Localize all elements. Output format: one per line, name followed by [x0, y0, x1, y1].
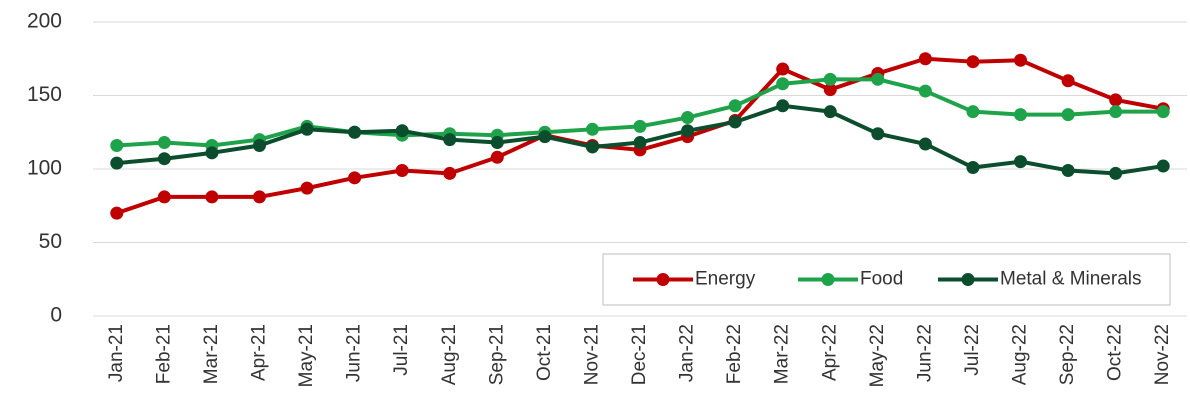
data-point [443, 133, 457, 147]
data-point [966, 55, 980, 69]
x-tick-label: Feb-21 [153, 324, 174, 384]
data-point [918, 84, 932, 98]
data-point [1014, 53, 1028, 67]
x-tick-label: Jun-22 [914, 324, 935, 382]
x-tick-label: Jan-22 [677, 324, 698, 382]
data-point [871, 127, 885, 141]
legend-marker [821, 273, 835, 286]
data-point [823, 105, 837, 119]
x-tick-label: Sep-22 [1057, 324, 1078, 385]
data-point [300, 122, 314, 136]
x-tick-label: Sep-21 [486, 324, 507, 385]
data-point [633, 136, 647, 150]
legend-label: Food [860, 269, 903, 290]
x-tick-label: Jan-21 [106, 324, 127, 382]
data-point [252, 138, 266, 152]
data-point [205, 146, 219, 160]
data-point [1156, 159, 1170, 173]
data-point [300, 181, 314, 195]
data-point [1109, 166, 1123, 180]
data-point [443, 166, 457, 180]
data-point [776, 77, 790, 91]
x-tick-label: Nov-21 [581, 324, 602, 385]
data-point [1061, 74, 1075, 88]
x-tick-label: Apr-22 [819, 324, 840, 381]
x-tick-label: May-22 [867, 324, 888, 387]
x-tick-label: Mar-21 [201, 324, 222, 384]
data-point [1014, 108, 1028, 122]
data-point [157, 136, 171, 150]
data-point [585, 140, 599, 154]
data-point [728, 115, 742, 129]
x-tick-label: Feb-22 [724, 324, 745, 384]
data-point [1061, 163, 1075, 177]
data-point [348, 171, 362, 185]
data-point [681, 111, 695, 125]
data-point [110, 156, 124, 170]
x-tick-label: Aug-22 [1010, 324, 1031, 385]
data-point [1014, 155, 1028, 169]
data-point [776, 99, 790, 113]
data-point [157, 152, 171, 166]
data-point [252, 190, 266, 204]
x-tick-label: Apr-21 [248, 324, 269, 381]
x-tick-label: Jul-22 [962, 324, 983, 376]
data-point [205, 190, 219, 204]
data-point [110, 138, 124, 152]
x-tick-label: Nov-22 [1152, 324, 1173, 385]
data-point [633, 119, 647, 133]
data-point [1109, 93, 1123, 107]
data-point [395, 124, 409, 138]
data-point [395, 163, 409, 177]
data-point [110, 206, 124, 220]
data-point [490, 150, 504, 164]
series-line [116, 77, 1164, 148]
x-tick-label: Jun-21 [344, 324, 365, 382]
data-point [585, 122, 599, 136]
data-point [823, 83, 837, 97]
legend-marker [961, 273, 975, 286]
y-tick-label: 0 [50, 304, 62, 327]
data-point [966, 161, 980, 175]
data-point [728, 99, 742, 113]
y-tick-label: 50 [39, 230, 62, 253]
legend-label: Energy [695, 269, 756, 290]
data-point [871, 72, 885, 86]
data-point [1156, 105, 1170, 119]
x-tick-label: May-21 [296, 324, 317, 387]
x-tick-label: Aug-21 [439, 324, 460, 385]
legend-marker [656, 273, 670, 286]
data-point [348, 125, 362, 139]
data-point [157, 190, 171, 204]
x-tick-label: Oct-22 [1105, 324, 1126, 381]
data-point [966, 105, 980, 119]
data-point [918, 137, 932, 151]
y-tick-label: 100 [27, 157, 62, 180]
x-tick-label: Mar-22 [772, 324, 793, 384]
y-tick-label: 150 [27, 83, 62, 106]
data-point [1061, 108, 1075, 122]
x-tick-label: Dec-21 [629, 324, 650, 385]
data-point [490, 136, 504, 150]
y-tick-label: 200 [27, 10, 62, 33]
legend-box [602, 253, 1171, 306]
data-point [823, 72, 837, 86]
data-point [776, 62, 790, 76]
legend-label: Metal & Minerals [1000, 269, 1142, 290]
x-tick-label: Jul-21 [391, 324, 412, 376]
data-point [918, 52, 932, 66]
data-point [681, 124, 695, 138]
data-point [1109, 105, 1123, 119]
x-tick-label: Oct-21 [534, 324, 555, 381]
data-point [538, 130, 552, 144]
